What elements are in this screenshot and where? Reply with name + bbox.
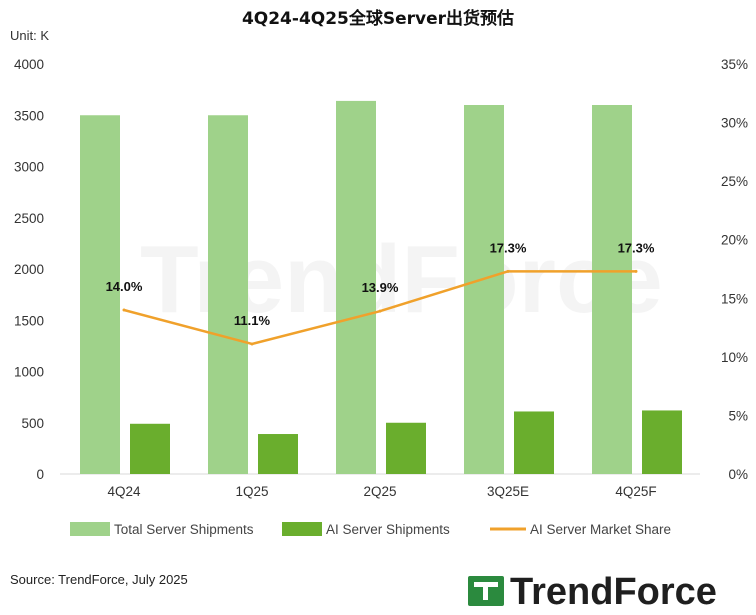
- chart-title: 4Q24-4Q25全球Server出货预估: [242, 8, 514, 29]
- x-tick-label: 4Q25F: [615, 484, 656, 499]
- legend-label-total: Total Server Shipments: [114, 522, 254, 537]
- bar-ai-shipments: [130, 423, 170, 474]
- y-left-tick-label: 2000: [14, 262, 44, 277]
- bar-total-shipments: [464, 105, 504, 474]
- data-label-market-share: 14.0%: [106, 279, 143, 294]
- bar-ai-shipments: [258, 434, 298, 474]
- bar-ai-shipments: [386, 422, 426, 474]
- line-point-ai-market-share: [250, 342, 254, 346]
- legend: Total Server Shipments AI Server Shipment…: [70, 522, 671, 537]
- y-right-tick-label: 35%: [721, 57, 748, 72]
- y-right-tick-label: 0%: [728, 467, 748, 482]
- unit-label: Unit: K: [10, 28, 49, 43]
- y-left-tick-label: 1500: [14, 313, 44, 328]
- bar-total-shipments: [592, 105, 632, 474]
- line-point-ai-market-share: [122, 308, 126, 312]
- bar-total-shipments: [80, 115, 120, 474]
- y-left-tick-label: 2500: [14, 211, 44, 226]
- line-point-ai-market-share: [506, 269, 510, 273]
- x-tick-label: 3Q25E: [487, 484, 529, 499]
- bar-total-shipments: [208, 115, 248, 474]
- bar-total-shipments: [336, 100, 376, 475]
- y-left-tick-label: 500: [21, 416, 44, 431]
- line-point-ai-market-share: [378, 309, 382, 313]
- y-right-tick-label: 25%: [721, 174, 748, 189]
- logo-mark-cut: [474, 582, 498, 600]
- x-tick-label: 4Q24: [107, 484, 141, 499]
- trendforce-logo: TrendForce: [468, 571, 717, 613]
- legend-swatch-ai: [282, 522, 322, 536]
- line-point-ai-market-share: [634, 269, 638, 273]
- logo-wordmark: TrendForce: [510, 571, 717, 613]
- plot-area: 0 500 1000 1500 2000 2500 3000 3500 4000 0% 5% 10% 1…: [14, 57, 748, 499]
- y-right-tick-label: 15%: [721, 291, 748, 306]
- y-left-tick-label: 3500: [14, 108, 44, 123]
- legend-label-share: AI Server Market Share: [530, 522, 671, 537]
- y-left-tick-label: 4000: [14, 57, 44, 72]
- bar-ai-shipments: [514, 411, 554, 474]
- y-left-tick-label: 3000: [14, 160, 44, 175]
- legend-swatch-total: [70, 522, 110, 536]
- y-left-tick-label: 1000: [14, 365, 44, 380]
- data-label-market-share: 13.9%: [362, 280, 399, 295]
- y-right-tick-label: 30%: [721, 116, 748, 131]
- data-label-market-share: 17.3%: [490, 240, 527, 255]
- bar-ai-shipments: [642, 410, 682, 474]
- y-left-tick-label: 0: [36, 467, 44, 482]
- x-tick-label: 1Q25: [235, 484, 268, 499]
- y-right-tick-label: 20%: [721, 233, 748, 248]
- data-label-market-share: 11.1%: [234, 313, 271, 328]
- y-right-tick-label: 5%: [728, 408, 748, 423]
- data-label-market-share: 17.3%: [618, 240, 655, 255]
- source-note: Source: TrendForce, July 2025: [10, 572, 188, 587]
- x-tick-label: 2Q25: [363, 484, 396, 499]
- y-right-tick-label: 10%: [721, 350, 748, 365]
- legend-label-ai: AI Server Shipments: [326, 522, 450, 537]
